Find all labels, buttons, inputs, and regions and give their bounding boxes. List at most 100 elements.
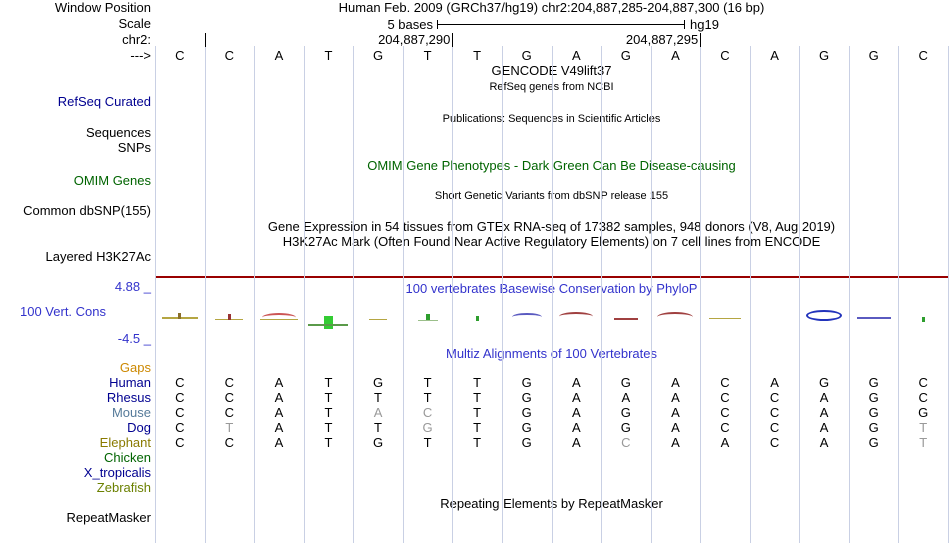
- species-label-mouse[interactable]: Mouse: [111, 405, 151, 420]
- column-gridline: [254, 46, 256, 543]
- species-label-elephant[interactable]: Elephant: [99, 435, 151, 450]
- assembly-label: hg19: [690, 17, 719, 32]
- row-label-chromosome: chr2:: [122, 32, 151, 47]
- alignment-base: C: [224, 390, 235, 405]
- alignment-base: T: [423, 375, 432, 390]
- track-title-publications[interactable]: Publications: Sequences in Scientific Ar…: [442, 113, 661, 125]
- species-label-zebrafish[interactable]: Zebrafish: [96, 480, 151, 495]
- alignment-base: C: [769, 390, 780, 405]
- track-label-snps[interactable]: SNPs: [117, 140, 151, 155]
- alignment-base: G: [819, 375, 830, 390]
- conservation-mark: [323, 316, 333, 329]
- track-title-h3k27ac[interactable]: H3K27Ac Mark (Often Found Near Active Re…: [282, 234, 821, 249]
- track-label-refseq-curated[interactable]: RefSeq Curated: [57, 94, 151, 109]
- alignment-base: T: [374, 390, 382, 405]
- alignment-base: T: [473, 390, 482, 405]
- sequence-base: G: [372, 48, 384, 63]
- conservation-mark: [178, 313, 182, 319]
- conservation-mark: [259, 319, 298, 320]
- row-label-scale: Scale: [118, 16, 151, 31]
- alignment-base: A: [571, 405, 581, 420]
- column-gridline: [501, 46, 503, 543]
- alignment-base: C: [175, 405, 185, 420]
- alignment-base: G: [372, 435, 384, 450]
- alignment-base: A: [571, 390, 581, 405]
- alignment-base: A: [621, 390, 631, 405]
- species-label-chicken[interactable]: Chicken: [104, 450, 151, 465]
- conservation-mark: [417, 320, 438, 321]
- sequence-base: G: [521, 48, 532, 63]
- sequence-base: C: [918, 48, 928, 63]
- track-label-sequences[interactable]: Sequences: [85, 125, 151, 140]
- species-label-rhesus[interactable]: Rhesus: [106, 390, 151, 405]
- column-gridline: [848, 46, 850, 543]
- track-label-common-dbsnp[interactable]: Common dbSNP(155): [23, 203, 151, 218]
- alignment-base: C: [175, 390, 185, 405]
- alignment-base: T: [919, 420, 928, 435]
- alignment-base: G: [521, 405, 532, 420]
- alignment-base: A: [274, 420, 284, 435]
- alignment-base: G: [918, 405, 929, 420]
- conservation-mark: [261, 313, 296, 322]
- alignment-base: A: [671, 405, 680, 420]
- conservation-mark: [856, 317, 891, 319]
- column-gridline: [353, 46, 355, 543]
- alignment-base: T: [473, 375, 482, 390]
- column-gridline: [700, 46, 702, 543]
- column-gridline: [898, 46, 900, 543]
- alignment-base: T: [473, 405, 482, 420]
- track-title-omim[interactable]: OMIM Gene Phenotypes - Dark Green Can Be…: [367, 158, 736, 173]
- alignment-base: T: [919, 435, 928, 450]
- column-gridline: [204, 46, 206, 543]
- alignment-base: C: [621, 435, 631, 450]
- alignment-base: G: [372, 375, 384, 390]
- alignment-base: A: [571, 375, 581, 390]
- scale-bar-end-right: [684, 20, 685, 29]
- alignment-base: C: [720, 390, 730, 405]
- alignment-base: A: [671, 375, 680, 390]
- alignment-base: T: [473, 435, 482, 450]
- alignment-base: G: [422, 420, 433, 435]
- alignment-base: T: [324, 420, 333, 435]
- track-title-multiz[interactable]: Multiz Alignments of 100 Vertebrates: [445, 346, 657, 361]
- alignment-base: C: [175, 375, 185, 390]
- alignment-base: C: [224, 405, 235, 420]
- alignment-base: A: [274, 435, 284, 450]
- window-position-title: Human Feb. 2009 (GRCh37/hg19) chr2:204,8…: [338, 0, 765, 15]
- alignment-base: G: [868, 435, 879, 450]
- alignment-base: A: [571, 420, 581, 435]
- alignment-base: A: [819, 405, 829, 420]
- sequence-base: G: [819, 48, 830, 63]
- alignment-base: A: [373, 405, 383, 420]
- track-label-repeatmasker[interactable]: RepeatMasker: [66, 510, 151, 525]
- sequence-base: A: [770, 48, 779, 63]
- conservation-mark: [613, 318, 638, 320]
- species-label-dog[interactable]: Dog: [127, 420, 151, 435]
- column-gridline: [799, 46, 801, 543]
- track-title-dbsnp[interactable]: Short Genetic Variants from dbSNP releas…: [434, 190, 669, 202]
- row-label-window-position: Window Position: [54, 0, 151, 15]
- species-label-human[interactable]: Human: [109, 375, 151, 390]
- track-label-omim-genes[interactable]: OMIM Genes: [73, 173, 151, 188]
- alignment-base: A: [274, 375, 284, 390]
- track-label-layered-h3k27ac[interactable]: Layered H3K27Ac: [45, 249, 151, 264]
- ruler-position-label: 204,887,290: [378, 32, 451, 47]
- alignment-base: C: [769, 420, 780, 435]
- species-label-x_tropicalis[interactable]: X_tropicalis: [83, 465, 151, 480]
- alignment-base: A: [819, 420, 829, 435]
- alignment-base: T: [324, 390, 333, 405]
- conservation-mark: [308, 324, 349, 326]
- track-label-100-vert-cons[interactable]: 100 Vert. Cons: [20, 304, 106, 319]
- alignment-base: C: [918, 390, 928, 405]
- sequence-base: C: [720, 48, 730, 63]
- alignment-base: T: [423, 435, 432, 450]
- conservation-mark: [369, 319, 388, 320]
- sequence-base: C: [175, 48, 185, 63]
- alignment-base: C: [224, 435, 235, 450]
- sequence-base: T: [324, 48, 333, 63]
- column-gridline: [452, 46, 454, 543]
- sequence-base: A: [274, 48, 284, 63]
- sequence-base: C: [224, 48, 235, 63]
- row-label-gaps: Gaps: [119, 360, 151, 375]
- alignment-base: A: [671, 435, 680, 450]
